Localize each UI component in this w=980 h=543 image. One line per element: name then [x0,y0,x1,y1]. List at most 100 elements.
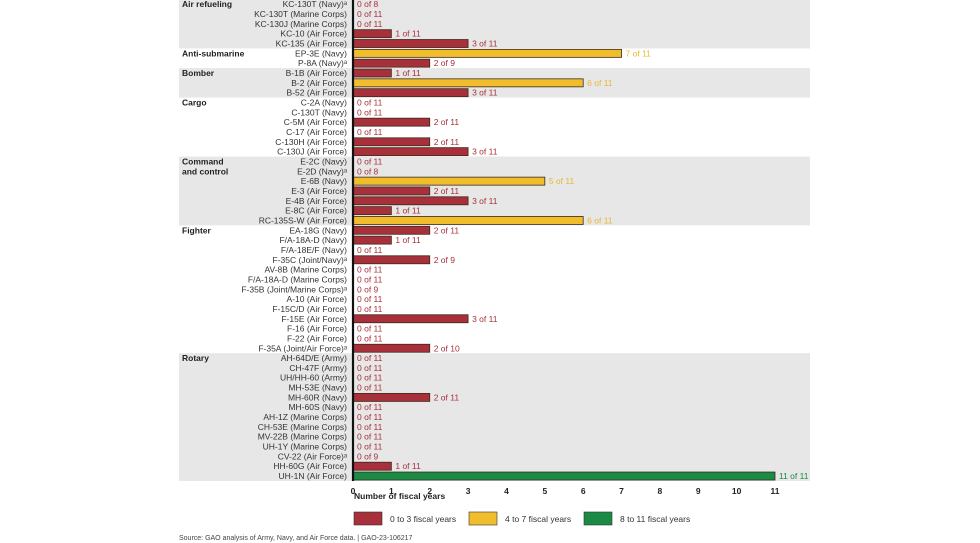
bar [352,186,431,196]
x-tick-label: 5 [542,486,547,496]
category-label: F-35B (Joint/Marine Corps)ᵃ [241,284,348,294]
x-tick-label: 3 [466,486,471,496]
category-label: AV-8B (Marine Corps) [264,265,347,275]
category-label: UH-1N (Air Force) [279,471,348,481]
bar [352,314,469,324]
category-label: E-2D (Navy)ᵃ [297,166,348,176]
category-label: MH-60S (Navy) [288,402,347,412]
group-band [179,353,810,481]
category-label: MV-22B (Marine Corps) [258,432,347,442]
category-label: UH-1Y (Marine Corps) [263,442,348,452]
category-label: RC-135S-W (Air Force) [259,215,347,225]
data-label: 0 of 11 [357,245,383,255]
data-label: 0 of 11 [357,383,383,393]
group-label: Air refueling [182,0,232,9]
bar-row: KC-130T (Navy)ᵃ 0 of 8 [283,0,379,9]
category-label: E-2C (Navy) [300,156,347,166]
category-label: C-130T (Navy) [291,107,347,117]
category-label: C-130H (Air Force) [275,137,347,147]
category-label: C-2A (Navy) [301,98,347,108]
data-label: 3 of 11 [472,88,498,98]
bar-row: CH-53E (Marine Corps) 0 of 11 [258,422,383,432]
bar-row: F-15C/D (Air Force) 0 of 11 [272,304,382,314]
bar-row: KC-130T (Marine Corps) 0 of 11 [254,9,383,19]
category-label: CH-47F (Army) [289,363,347,373]
bar-row: MH-53E (Navy) 0 of 11 [288,383,382,393]
legend-label: 8 to 11 fiscal years [620,514,690,524]
category-label: B-1B (Air Force) [286,68,348,78]
chart-rows: Air refueling KC-130T (Navy)ᵃ 0 of 8KC-130… [182,0,809,481]
data-label: 2 of 10 [434,343,460,353]
bar [352,343,431,353]
data-label: 0 of 11 [357,363,383,373]
data-label: 0 of 8 [357,166,379,176]
data-label: 2 of 11 [434,117,460,127]
bar-row: CH-47F (Army) 0 of 11 [289,363,382,373]
category-label: UH/HH-60 (Army) [280,373,347,383]
bar [352,147,469,157]
x-axis-ticks: 0 1 2 3 4 5 6 7 8 9 10 11 [351,486,780,496]
category-label: CV-22 (Air Force)ᵃ [278,451,348,461]
data-label: 0 of 11 [357,304,383,314]
category-label: AH-1Z (Marine Corps) [263,412,347,422]
group-label: Cargo [182,98,207,108]
x-tick-label: 4 [504,486,509,496]
data-label: 2 of 11 [434,186,460,196]
data-label: 7 of 11 [626,48,652,58]
category-label: HH-60G (Air Force) [273,461,347,471]
bar [352,29,392,39]
group-bands [179,0,810,481]
data-label: 0 of 11 [357,107,383,117]
bar-row: MV-22B (Marine Corps) 0 of 11 [258,432,383,442]
bar [352,39,469,48]
bar-row: UH/HH-60 (Army) 0 of 11 [280,373,383,383]
category-label: E-3 (Air Force) [291,186,347,196]
data-label: 2 of 11 [434,137,460,147]
bar-row: F/A-18E/F (Navy) 0 of 11 [281,245,383,255]
category-label: E-4B (Air Force) [286,196,348,206]
data-label: 0 of 11 [357,442,383,452]
data-label: 1 of 11 [395,235,421,245]
bar-row: CV-22 (Air Force)ᵃ 0 of 9 [278,451,379,461]
data-label: 2 of 11 [434,392,460,402]
bar-row: C-130J (Air Force) 3 of 11 [277,147,498,157]
bar [352,176,546,186]
bar-row: B-2 (Air Force) 6 of 11 [291,78,613,88]
category-label: F-15C/D (Air Force) [272,304,347,314]
bar [352,225,431,235]
data-label: 3 of 11 [472,147,498,157]
bar [352,196,469,206]
category-label: B-2 (Air Force) [291,78,347,88]
data-label: 1 of 11 [395,29,421,39]
legend-label: 0 to 3 fiscal years [390,514,456,524]
bar-row: KC-135 (Air Force) 3 of 11 [276,39,498,49]
legend-label: 4 to 7 fiscal years [505,514,571,524]
data-label: 0 of 11 [357,324,383,334]
bar-row: E-3 (Air Force) 2 of 11 [291,186,459,196]
bar-row: C-130T (Navy) 0 of 11 [291,107,382,117]
category-label: F-35C (Joint/Navy)ᵃ [273,255,348,265]
data-label: 0 of 11 [357,9,383,19]
x-tick-label: 11 [771,486,780,496]
data-label: 0 of 9 [357,451,379,461]
bar [352,88,469,98]
x-tick-label: 2 [427,486,432,496]
data-label: 0 of 11 [357,333,383,343]
data-label: 0 of 8 [357,0,379,9]
category-label: E-6B (Navy) [301,176,347,186]
category-label: AH-64D/E (Army) [281,353,347,363]
category-label: KC-130J (Marine Corps) [255,19,347,29]
bar-row: F/A-18A-D (Navy) 1 of 11 [279,235,421,245]
bar-row: F-16 (Air Force) 0 of 11 [287,324,383,334]
bar-row: F-22 (Air Force) 0 of 11 [287,333,383,343]
bar-row: A-10 (Air Force) 0 of 11 [287,294,383,304]
bar-row: AH-1Z (Marine Corps) 0 of 11 [263,412,382,422]
x-tick-label: 1 [389,486,394,496]
category-label: F-35A (Joint/Air Force)ᵃ [258,343,347,353]
data-label: 0 of 11 [357,156,383,166]
data-label: 0 of 11 [357,294,383,304]
bar-row: C-17 (Air Force) 0 of 11 [286,127,383,137]
x-tick-label: 9 [696,486,701,496]
data-label: 0 of 11 [357,127,383,137]
